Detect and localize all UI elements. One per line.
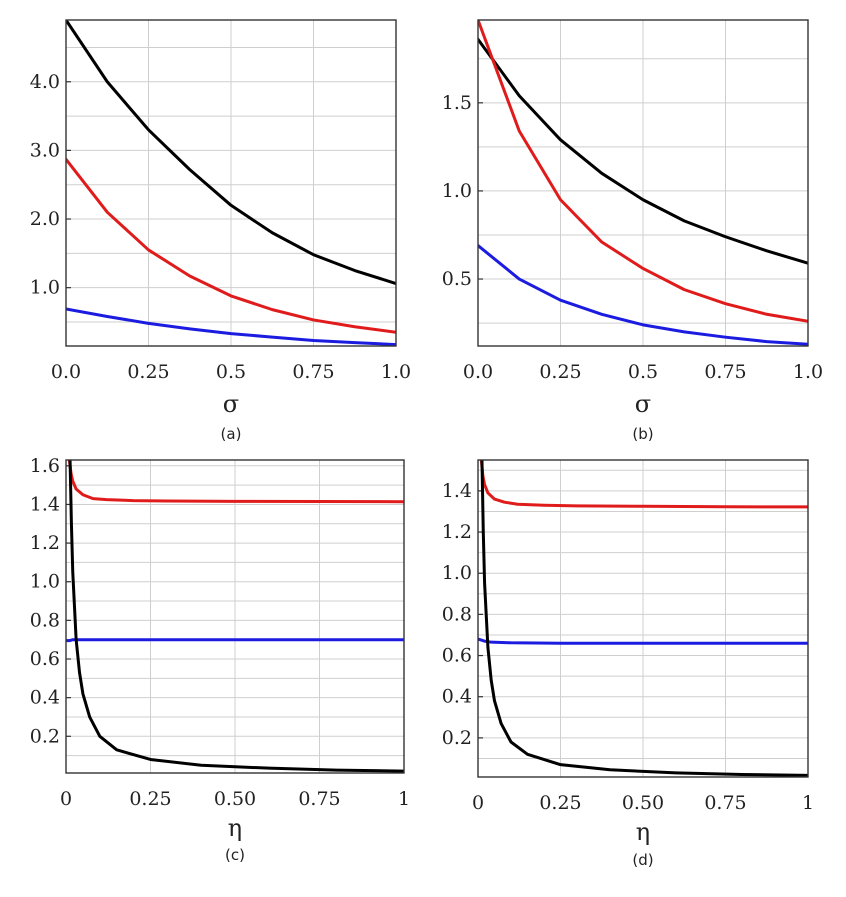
x-tick-label: 0.75 [298,788,340,810]
x-tick-label: 0.75 [292,361,334,383]
x-tick-label: 0.0 [51,361,81,383]
y-tick-label: 1.0 [30,277,60,299]
x-tick-label: 0 [472,792,484,814]
panel-caption: (b) [632,425,653,443]
y-tick-label: 1.4 [442,480,472,502]
panel-caption: (a) [221,425,242,443]
x-tick-label: 0.50 [622,792,664,814]
x-tick-label: 0.25 [127,361,169,383]
series-line-1 [478,37,808,265]
x-tick-label: 0 [60,788,72,810]
x-axis-label: η [636,818,650,846]
y-tick-label: 1.2 [442,521,472,543]
y-tick-label: 1.5 [442,92,472,114]
panel-caption: (c) [225,846,245,864]
y-tick-label: 0.2 [442,727,472,749]
x-tick-label: 0.75 [704,792,746,814]
plot-frame [477,19,809,347]
series-line-2 [478,20,808,323]
series-line-3 [478,244,808,346]
y-tick-label: 0.4 [30,687,60,709]
series-line-2 [66,157,396,334]
series-line-2 [478,637,808,645]
panel-caption: (d) [632,851,653,869]
x-tick-label: 0.5 [628,361,658,383]
y-tick-label: 1.0 [442,180,472,202]
plot-frame [65,459,405,774]
series-line-1 [479,460,808,509]
x-tick-label: 1.0 [381,361,411,383]
y-tick-label: 0.6 [442,645,472,667]
x-axis-label: σ [223,390,239,418]
x-tick-label: 0.0 [463,361,493,383]
y-tick-label: 0.6 [30,648,60,670]
plot-frame [65,19,397,347]
x-tick-label: 1.0 [793,361,823,383]
y-tick-label: 2.0 [30,208,60,230]
panel-a: 0.0 0.25 0.5 0.75 1.0 1.0 2.0 3.0 4.0 σ (a) [30,19,411,443]
y-tick-label: 1.0 [30,571,60,593]
y-tick-label: 3.0 [30,139,60,161]
x-tick-label: 0.50 [214,788,256,810]
y-tick-label: 1.6 [30,455,60,477]
series-line-3 [66,307,396,346]
series-line-3 [480,460,808,777]
series-line-1 [66,20,396,286]
plot-frame [477,459,809,778]
x-tick-label: 0.25 [539,792,581,814]
x-axis-label: η [228,814,242,842]
x-tick-label: 0.25 [129,788,171,810]
y-tick-label: 1.2 [30,532,60,554]
x-tick-label: 0.25 [539,361,581,383]
x-tick-label: 0.75 [704,361,746,383]
y-tick-label: 4.0 [30,71,60,93]
y-tick-label: 0.8 [442,603,472,625]
y-tick-label: 0.4 [442,686,472,708]
series-line-1 [67,460,404,504]
panel-b: 0.0 0.25 0.5 0.75 1.0 0.5 1.0 1.5 σ (b) [442,19,823,443]
y-tick-label: 1.4 [30,493,60,515]
x-tick-label: 1 [802,792,814,814]
panel-c: 0 0.25 0.50 0.75 1 0.2 0.4 0.6 0.8 1.0 1.2 1.4 1.6 η (… [30,455,410,864]
panel-d: 0 0.25 0.50 0.75 1 0.2 0.4 0.6 0.8 1.0 1.2 1.4 η (d) [442,459,814,869]
y-tick-label: 0.5 [442,268,472,290]
y-tick-label: 0.8 [30,609,60,631]
y-tick-label: 1.0 [442,562,472,584]
series-line-3 [68,460,404,773]
x-tick-label: 1 [398,788,410,810]
y-tick-label: 0.2 [30,725,60,747]
x-tick-label: 0.5 [216,361,246,383]
x-axis-label: σ [635,390,651,418]
series-line-2 [66,638,404,643]
